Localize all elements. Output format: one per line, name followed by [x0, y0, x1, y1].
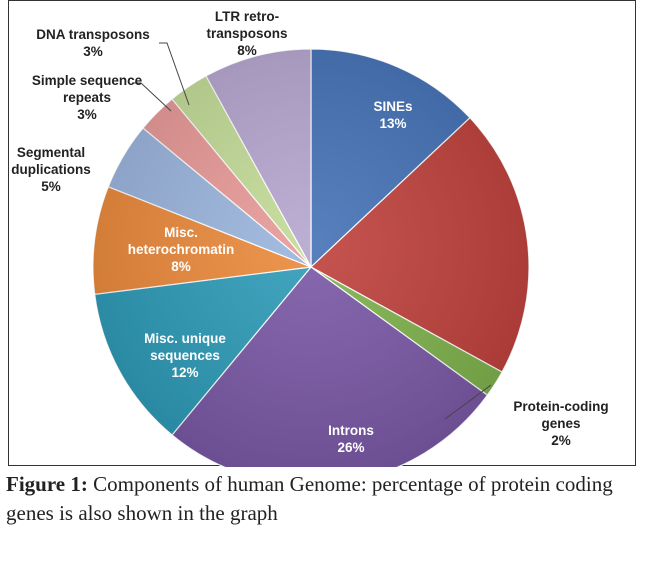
leader-line-protein-coding-genes: [444, 384, 492, 420]
figure-caption-label: Figure 1:: [6, 472, 88, 496]
slice-label-segmental-duplications: Segmental duplications 5%: [11, 145, 91, 194]
slice-label-protein-coding-genes: Protein-coding genes 2%: [513, 399, 608, 448]
leader-line-simple-sequence-repeats: [133, 82, 172, 112]
chart-frame: SINEs 13% LINEs 20% Protein-coding genes 2% Int…: [8, 0, 636, 467]
slice-label-simple-sequence-repeats: Simple sequence repeats 3%: [32, 73, 143, 122]
slice-label-ltr-retro-transposons: LTR retro-transposons 8%: [206, 9, 287, 58]
figure-caption: Figure 1: Components of human Genome: pe…: [6, 470, 642, 528]
leader-line-dna-transposons: [159, 42, 190, 106]
slice-label-misc-unique-sequences: Misc. unique sequences 12%: [144, 331, 226, 380]
genome-components-pie-chart: SINEs 13% LINEs 20% Protein-coding genes 2% Int…: [11, 9, 609, 467]
slice-label-sines: SINEs 13%: [373, 99, 412, 131]
slice-label-lines: LINEs 20%: [526, 227, 564, 259]
slice-label-dna-transposons: DNA transposons 3%: [36, 27, 150, 59]
slice-label-misc-heterochromatin: Misc. heterochromatin 8%: [128, 225, 235, 274]
slice-label-introns: Introns 26%: [328, 423, 374, 455]
figure-caption-text: Components of human Genome: percentage o…: [6, 472, 613, 525]
